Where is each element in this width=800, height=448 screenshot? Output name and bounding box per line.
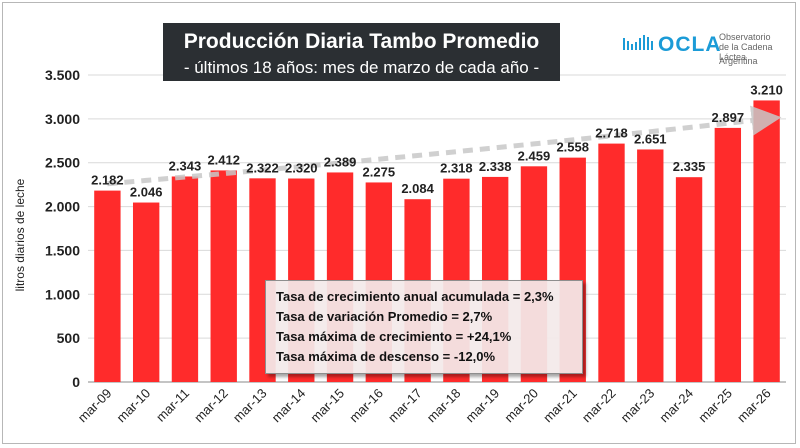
x-tick-label: mar-25: [695, 386, 735, 426]
y-axis-label: litros diarios de leche: [13, 178, 27, 292]
y-tick-label: 1.000: [45, 286, 80, 302]
bar-mar-11: [171, 176, 199, 382]
x-tick-label: mar-20: [501, 386, 541, 426]
data-label: 3.210: [750, 82, 783, 97]
data-label: 2.897: [712, 110, 745, 125]
data-label: 2.558: [556, 140, 589, 155]
bar-mar-09: [94, 190, 121, 382]
x-tick-label: mar-15: [307, 386, 347, 426]
y-tick-label: 1.500: [45, 242, 80, 258]
x-tick-label: mar-10: [114, 386, 154, 426]
x-tick-label: mar-19: [463, 386, 503, 426]
y-tick-label: 2.500: [45, 155, 80, 171]
logo-brand: OCLA: [658, 33, 722, 56]
y-tick-label: 500: [57, 330, 81, 346]
bar-mar-25: [714, 127, 742, 382]
wave-bars-icon: [623, 35, 653, 50]
data-label: 2.275: [363, 164, 396, 179]
data-label: 2.412: [207, 152, 240, 167]
x-tick-label: mar-21: [540, 386, 580, 426]
stat-max-growth: Tasa máxima de crecimiento = +24,1%: [276, 329, 512, 344]
bar-mar-24: [675, 177, 703, 382]
stats-box: Tasa de crecimiento anual acumulada = 2,…: [265, 280, 583, 374]
x-tick-label: mar-11: [153, 386, 192, 425]
x-tick-label: mar-12: [191, 386, 231, 426]
data-label: 2.651: [634, 131, 667, 146]
data-label: 2.389: [324, 154, 357, 169]
y-tick-label: 2.000: [45, 199, 80, 215]
trend-line: [107, 105, 782, 187]
chart-title: Producción Diaria Tambo Promedio: [183, 30, 540, 53]
chart-subtitle: - últimos 18 años: mes de marzo de cada …: [183, 58, 540, 77]
stat-cagr: Tasa de crecimiento anual acumulada = 2,…: [276, 289, 554, 304]
data-label: 2.718: [595, 126, 628, 141]
x-tick-label: mar-26: [734, 386, 774, 426]
y-tick-label: 0: [72, 374, 80, 390]
stat-max-decline: Tasa máxima de descenso = -12,0%: [276, 349, 496, 364]
y-tick-label: 3.500: [45, 67, 80, 83]
data-label: 2.459: [518, 148, 551, 163]
x-tick-label: mar-09: [75, 386, 115, 426]
logo-org: Observatorio de la Cadena Láctea: [719, 32, 791, 62]
x-tick-label: mar-17: [385, 386, 425, 426]
data-label: 2.084: [401, 181, 434, 196]
chart-title-box: Producción Diaria Tambo Promedio - últim…: [163, 23, 560, 81]
bar-mar-10: [132, 202, 160, 382]
y-tick-label: 3.000: [45, 111, 80, 127]
data-label: 2.343: [169, 158, 202, 173]
bar-mar-26: [753, 100, 780, 383]
logo-org-line1: Observatorio: [719, 32, 771, 42]
bar-mar-12: [210, 170, 237, 382]
x-tick-label: mar-23: [618, 386, 658, 426]
data-label: 2.318: [440, 161, 473, 176]
x-tick-label: mar-16: [346, 386, 386, 426]
bar-mar-22: [598, 143, 625, 382]
data-label: 2.320: [285, 161, 318, 176]
x-tick-label: mar-24: [656, 386, 696, 426]
data-label: 2.335: [673, 159, 706, 174]
x-tick-label: mar-18: [424, 386, 464, 426]
x-tick-label: mar-22: [579, 386, 619, 426]
x-tick-label: mar-13: [230, 386, 270, 426]
bar-mar-23: [637, 149, 664, 382]
chart-frame: [2, 2, 796, 444]
logo-org-line2: de la Cadena Láctea: [719, 42, 773, 62]
stat-avg-variation: Tasa de variación Promedio = 2,7%: [276, 309, 493, 324]
data-label: 2.322: [246, 160, 279, 175]
data-label: 2.182: [91, 173, 124, 188]
logo-country: Argentina: [719, 56, 758, 66]
x-tick-label: mar-14: [269, 386, 309, 426]
data-label: 2.338: [479, 159, 512, 174]
ocla-logo: OCLA Observatorio de la Cadena Láctea Ar…: [622, 30, 782, 70]
data-label: 2.046: [130, 185, 163, 200]
